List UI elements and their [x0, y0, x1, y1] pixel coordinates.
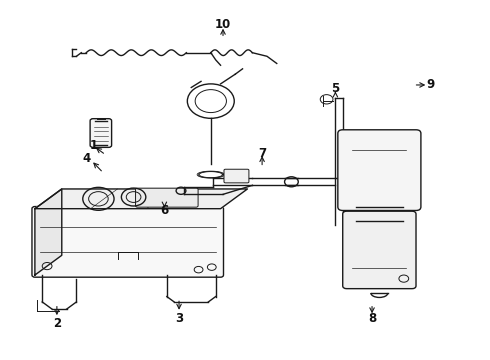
FancyBboxPatch shape: [224, 169, 249, 183]
FancyBboxPatch shape: [90, 119, 112, 147]
FancyBboxPatch shape: [338, 130, 421, 211]
Text: 6: 6: [160, 204, 169, 217]
Text: 8: 8: [368, 311, 376, 325]
FancyBboxPatch shape: [343, 211, 416, 289]
Text: 5: 5: [331, 82, 340, 95]
FancyBboxPatch shape: [136, 188, 198, 207]
Polygon shape: [35, 189, 247, 209]
Text: 10: 10: [215, 18, 231, 31]
Text: 2: 2: [53, 317, 61, 330]
Polygon shape: [35, 189, 62, 275]
Text: 1: 1: [90, 139, 98, 152]
Text: 9: 9: [427, 78, 435, 91]
Text: 3: 3: [175, 311, 183, 325]
Text: 4: 4: [82, 152, 90, 165]
FancyBboxPatch shape: [32, 207, 223, 277]
Text: 7: 7: [258, 147, 266, 159]
